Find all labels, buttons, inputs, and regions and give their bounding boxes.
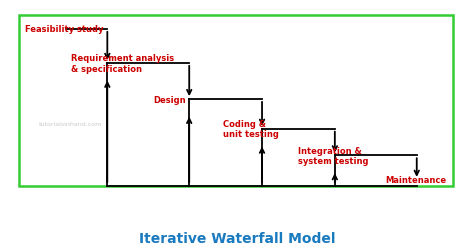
Text: tutorialsinhand.com: tutorialsinhand.com <box>39 121 102 127</box>
Text: Design: Design <box>153 95 185 104</box>
Text: Integration &
system testing: Integration & system testing <box>299 146 369 165</box>
Text: Requirement analysis
& specification: Requirement analysis & specification <box>71 54 174 73</box>
Text: Iterative Waterfall Model: Iterative Waterfall Model <box>139 231 335 245</box>
Text: Coding &
unit testing: Coding & unit testing <box>223 120 279 139</box>
Text: Maintenance: Maintenance <box>385 176 446 184</box>
Text: Feasibility study: Feasibility study <box>26 25 104 34</box>
